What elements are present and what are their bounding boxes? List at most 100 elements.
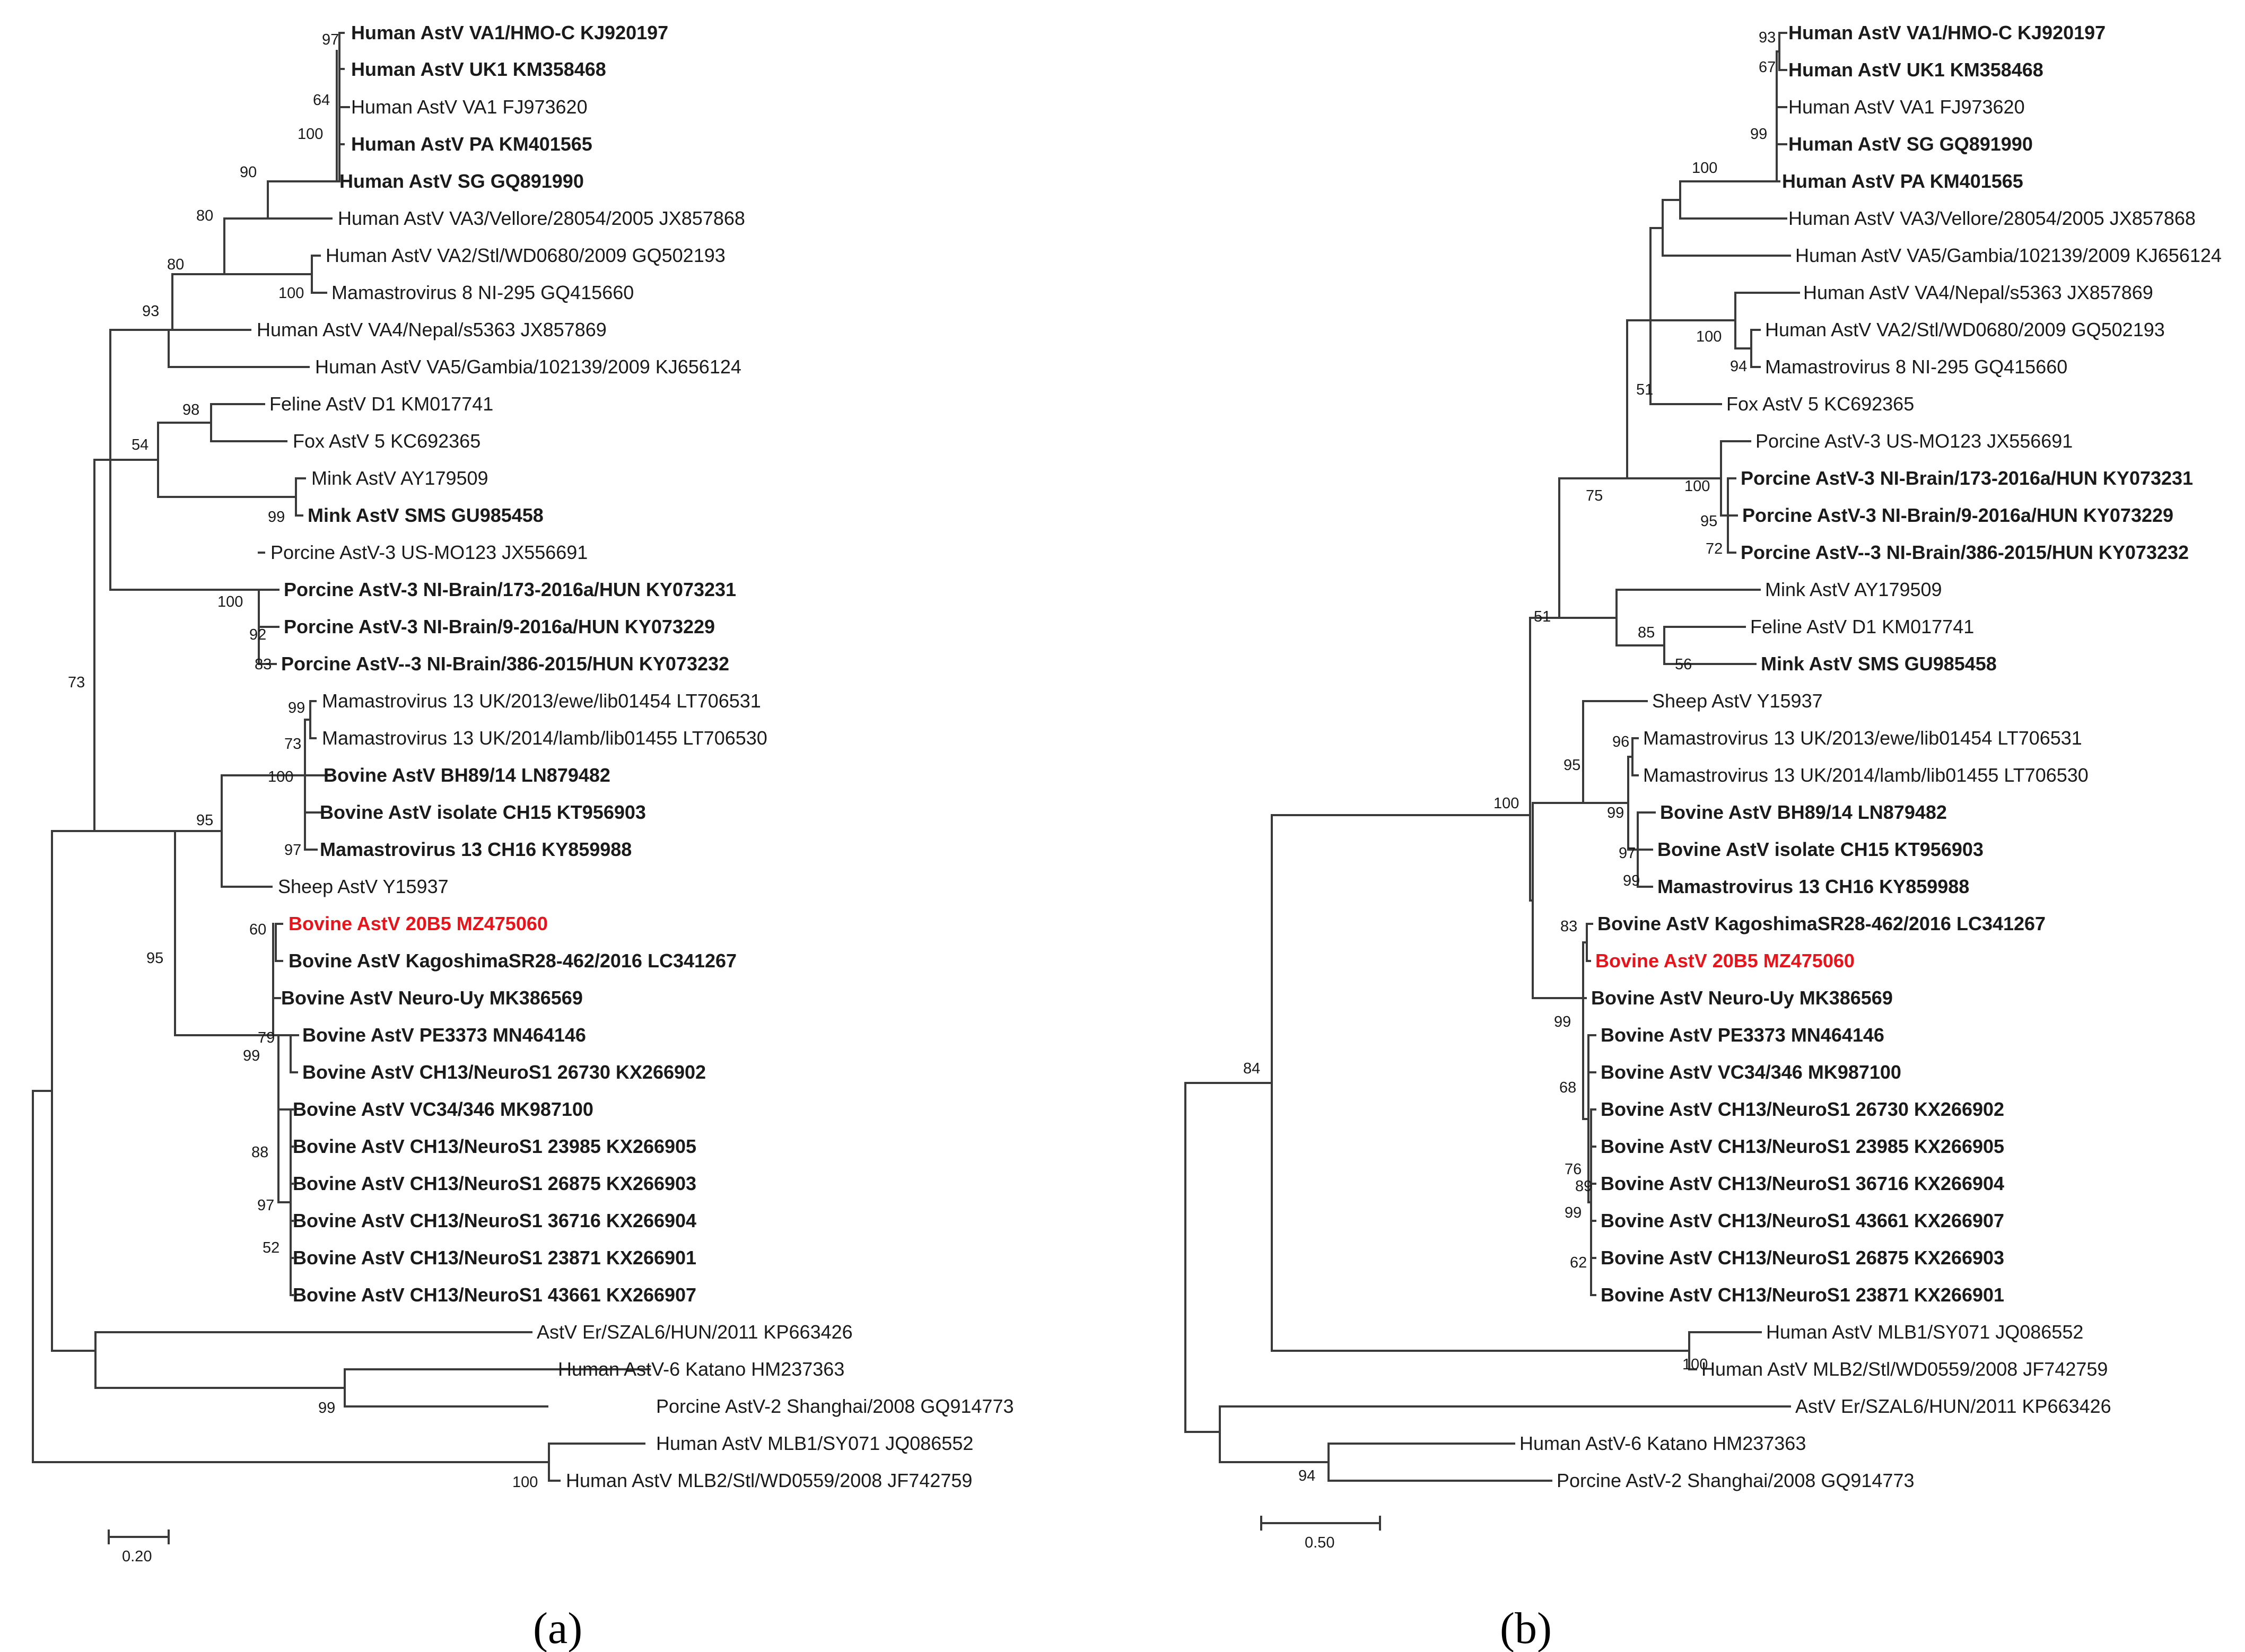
branch <box>304 719 331 851</box>
bootstrap-value: 100 <box>278 285 304 302</box>
branch <box>171 273 251 331</box>
leaf-label: Human AstV VA1 FJ973620 <box>1788 96 2025 118</box>
leaf-label: AstV Er/SZAL6/HUN/2011 KP663426 <box>1795 1395 2111 1417</box>
branch <box>1649 227 1736 405</box>
leaf-label: Mamastrovirus 13 CH16 KY859988 <box>320 838 632 860</box>
bootstrap-value: 100 <box>1682 1356 1708 1373</box>
branch <box>1582 700 1648 804</box>
bootstrap-value: 83 <box>1560 918 1577 935</box>
bootstrap-value: 95 <box>1700 513 1717 530</box>
bootstrap-value: 51 <box>1534 608 1551 625</box>
bootstrap-value: 99 <box>1607 805 1624 821</box>
leaf-label: Human AstV MLB1/SY071 JQ086552 <box>656 1432 973 1454</box>
branch <box>1750 329 1761 368</box>
panel-a-bootstrap-values: 97 64 100 90 80 100 80 93 98 54 99 100 9… <box>68 31 538 1491</box>
leaf-label: Mamastrovirus 13 UK/2013/ewe/lib01454 LT… <box>1643 727 2082 749</box>
leaf-label: Human AstV VA4/Nepal/s5363 JX857869 <box>1803 282 2153 303</box>
bootstrap-value: 83 <box>255 656 272 673</box>
branch <box>1558 477 1628 619</box>
bootstrap-value: 99 <box>1750 126 1767 143</box>
leaf-label: Fox AstV 5 KC692365 <box>1726 393 1914 415</box>
bootstrap-value: 68 <box>1559 1079 1576 1096</box>
leaf-label: Human AstV VA3/Vellore/28054/2005 JX8578… <box>338 207 745 229</box>
bootstrap-value: 51 <box>1636 381 1653 398</box>
bootstrap-value: 94 <box>1730 358 1747 375</box>
leaf-label: Human AstV UK1 KM358468 <box>1788 59 2043 81</box>
panel-a-tree <box>32 32 651 1544</box>
branch <box>51 830 97 1352</box>
bootstrap-value: 94 <box>1298 1467 1315 1484</box>
bootstrap-value: 97 <box>1619 845 1636 862</box>
panel-b-tree <box>1184 32 1800 1531</box>
bootstrap-value: 100 <box>1692 160 1717 177</box>
leaf-label: Mink AstV AY179509 <box>311 467 488 489</box>
leaf-label: Porcine AstV--3 NI-Brain/386-2015/HUN KY… <box>1741 541 2189 563</box>
leaf-label: Sheep AstV Y15937 <box>1652 690 1823 712</box>
bootstrap-value: 80 <box>167 256 184 273</box>
bootstrap-value: 85 <box>1638 624 1655 641</box>
leaf-label: Bovine AstV CH13/NeuroS1 36716 KX266904 <box>1601 1173 2004 1194</box>
leaf-label: Mink AstV SMS GU985458 <box>1761 653 1997 675</box>
scale-bar <box>1260 1516 1381 1531</box>
bootstrap-value: 99 <box>288 700 305 716</box>
leaf-label: AstV Er/SZAL6/HUN/2011 KP663426 <box>537 1321 853 1343</box>
leaf-label: Porcine AstV-3 NI-Brain/9-2016a/HUN KY07… <box>284 616 715 637</box>
leaf-label: Bovine AstV CH13/NeuroS1 23985 KX266905 <box>1601 1135 2004 1157</box>
leaf-label: Human AstV UK1 KM358468 <box>351 58 606 80</box>
branch <box>32 1090 550 1463</box>
leaf-label: Mamastrovirus 13 UK/2014/lamb/lib01455 L… <box>1643 764 2089 786</box>
bootstrap-value: 90 <box>240 164 257 181</box>
leaf-label: Porcine AstV-2 Shanghai/2008 GQ914773 <box>1557 1470 1915 1491</box>
branch <box>1271 814 1690 1352</box>
leaf-label: Human AstV VA2/Stl/WD0680/2009 GQ502193 <box>1765 319 2165 340</box>
leaf-label: Mink AstV SMS GU985458 <box>308 504 544 526</box>
bootstrap-value: 100 <box>512 1474 538 1491</box>
bootstrap-value: 73 <box>284 736 301 753</box>
branch <box>94 1331 532 1389</box>
leaf-label: Human AstV VA1/HMO-C KJ920197 <box>351 22 668 43</box>
leaf-label: Bovine AstV CH13/NeuroS1 23871 KX266901 <box>293 1247 696 1269</box>
leaf-label: Sheep AstV Y15937 <box>278 876 449 897</box>
bootstrap-value: 97 <box>322 31 339 48</box>
leaf-label: Mamastrovirus 13 UK/2014/lamb/lib01455 L… <box>322 727 767 749</box>
bootstrap-value: 99 <box>318 1400 335 1417</box>
leaf-label: Bovine AstV CH13/NeuroS1 43661 KX266907 <box>1601 1210 2004 1231</box>
bootstrap-value: 60 <box>249 921 266 938</box>
leaf-label: Human AstV VA5/Gambia/102139/2009 KJ6561… <box>1795 244 2222 266</box>
leaf-label: Bovine AstV KagoshimaSR28-462/2016 LC341… <box>1597 913 2046 934</box>
bootstrap-value: 72 <box>1706 540 1723 557</box>
leaf-label: Bovine AstV KagoshimaSR28-462/2016 LC341… <box>289 950 737 972</box>
leaf-label: Human AstV-6 Katano HM237363 <box>558 1358 844 1380</box>
bootstrap-value: 99 <box>1623 872 1640 889</box>
bootstrap-value: 100 <box>298 126 323 143</box>
leaf-label: Bovine AstV VC34/346 MK987100 <box>1601 1061 1901 1083</box>
bootstrap-value: 97 <box>284 842 301 859</box>
branch <box>1727 477 1738 554</box>
leaf-label: Porcine AstV-3 NI-Brain/173-2016a/HUN KY… <box>284 579 736 600</box>
leaf-label: Mamastrovirus 8 NI-295 GQ415660 <box>1765 356 2067 378</box>
branch <box>277 1034 294 1203</box>
leaf-label: Porcine AstV-3 NI-Brain/9-2016a/HUN KY07… <box>1742 504 2173 526</box>
leaf-label: Bovine AstV BH89/14 LN879482 <box>324 764 610 786</box>
leaf-label: Human AstV VA1 FJ973620 <box>351 96 588 118</box>
bootstrap-value: 100 <box>1684 478 1710 495</box>
leaf-label: Human AstV-6 Katano HM237363 <box>1519 1432 1806 1454</box>
branch <box>311 255 327 294</box>
bootstrap-value: 93 <box>1759 29 1776 46</box>
branch <box>157 422 297 498</box>
bootstrap-value: 100 <box>1493 795 1519 812</box>
panel-caption: (a) <box>533 1604 582 1652</box>
leaf-label: Bovine AstV isolate CH15 KT956903 <box>1657 838 1984 860</box>
bootstrap-value: 75 <box>1586 487 1603 504</box>
branch <box>1582 941 1589 1120</box>
branch <box>336 32 350 182</box>
leaf-label: Human AstV VA5/Gambia/102139/2009 KJ6561… <box>315 356 741 378</box>
leaf-label: Bovine AstV VC34/346 MK987100 <box>293 1098 593 1120</box>
leaf-label: Human AstV SG GQ891990 <box>1788 133 2033 155</box>
leaf-label: Porcine AstV-3 NI-Brain/173-2016a/HUN KY… <box>1741 467 2193 489</box>
branch <box>1679 180 1787 220</box>
leaf-label: Porcine AstV--3 NI-Brain/386-2015/HUN KY… <box>281 653 729 675</box>
branch <box>174 830 274 1036</box>
scale-bar-label: 0.20 <box>122 1548 152 1565</box>
bootstrap-value: 99 <box>268 509 285 526</box>
